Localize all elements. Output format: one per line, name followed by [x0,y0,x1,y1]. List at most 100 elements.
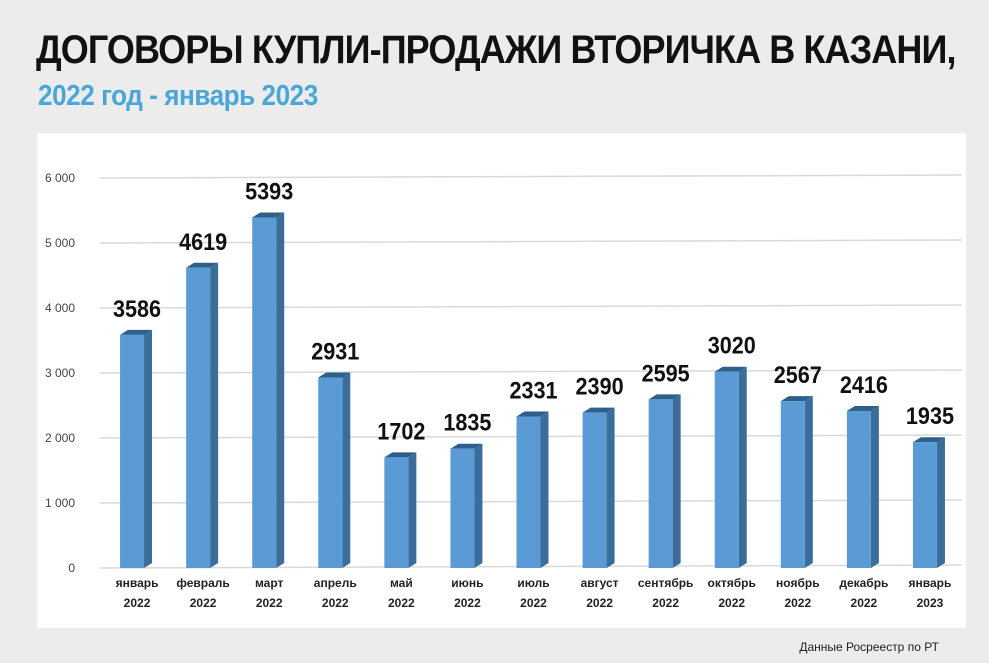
bar-side [804,396,813,568]
y-tick-label: 3 000 [45,366,75,380]
bar-side [474,443,483,568]
bar-top [384,452,417,458]
x-tick-label-month: апрель [314,576,357,590]
bar [912,437,945,568]
bar-front [912,442,937,568]
data-label: 1835 [443,409,491,436]
bar-front [648,399,673,568]
data-label: 2331 [509,376,557,403]
bar-front [714,371,739,568]
data-label: 2390 [576,373,624,400]
data-label: 5393 [245,177,293,204]
x-tick-label-year: 2022 [718,596,745,610]
x-tick-label-year: 2022 [124,596,151,610]
x-tick-label-year: 2022 [190,596,217,610]
bar-top [186,262,219,268]
x-tick-label-month: ноябрь [776,576,820,590]
bar-side [210,262,219,568]
bar [450,443,483,568]
bar-top [252,212,285,218]
bar [186,262,219,568]
x-tick-label-month: февраль [176,576,229,590]
gridline [99,239,963,244]
bar-top [714,366,747,372]
gridline [99,174,963,179]
bar-front [780,401,805,568]
data-label: 1935 [906,402,954,429]
data-label: 2416 [840,371,888,398]
x-tick-label-month: июль [517,576,549,590]
bar-front [120,334,145,568]
x-tick-label-year: 2023 [917,596,944,610]
bar [648,394,681,568]
bar-side [672,394,681,568]
data-label: 2567 [774,361,822,388]
bar-front [450,448,475,568]
x-tick-label-month: декабрь [839,576,888,590]
y-tick-label: 4 000 [45,301,75,315]
bar-side [144,329,153,568]
bar-side [870,405,879,568]
x-tick-label-month: март [255,576,284,590]
bar [714,366,747,568]
data-label: 2931 [311,337,359,364]
bar-front [252,217,277,568]
x-tick-label-month: октябрь [708,576,756,590]
bar-front [186,267,211,568]
data-source-note: Данные Росреестр по РТ [799,640,939,654]
x-tick-label-month: январь [909,576,952,590]
y-tick-label: 5 000 [45,236,75,250]
bar-side [936,437,945,568]
x-tick-label-month: август [581,576,619,590]
bar [780,396,813,568]
x-tick-label-month: январь [116,576,159,590]
bar-front [846,410,871,568]
data-label: 2595 [642,359,690,386]
bar-top [450,443,483,449]
bar-top [582,407,615,413]
bar [120,329,153,568]
bar-front [384,457,409,568]
bar [516,411,549,568]
y-tick-label: 0 [68,561,75,575]
chart-title: ДОГОВОРЫ КУПЛИ-ПРОДАЖИ ВТОРИЧКА В КАЗАНИ… [36,28,956,72]
bar-top [318,372,351,378]
bar [846,405,879,568]
x-tick-label-year: 2022 [851,596,878,610]
chart-subtitle: 2022 год - январь 2023 [38,80,318,112]
bar-side [738,366,747,568]
gridline [99,369,963,374]
bar [384,452,417,568]
bar-side [276,212,285,568]
bar-front [516,416,541,568]
x-tick-label-year: 2022 [784,596,811,610]
x-tick-label-month: июнь [451,576,483,590]
bar-side [408,452,417,568]
data-label: 1702 [377,417,425,444]
bar-side [540,411,549,568]
x-tick-label-year: 2022 [586,596,613,610]
gridline [99,304,963,309]
x-tick-label-month: сентябрь [638,576,694,590]
x-tick-label-year: 2022 [388,596,415,610]
bar-top [648,394,681,400]
x-tick-label-month: май [390,576,413,590]
y-tick-label: 1 000 [45,496,75,510]
x-tick-label-year: 2022 [256,596,283,610]
bar-front [582,412,607,568]
bar-top [912,437,945,443]
bar [582,407,615,568]
data-label: 3020 [708,332,756,359]
x-tick-label-year: 2022 [520,596,547,610]
x-tick-label-year: 2022 [652,596,679,610]
y-tick-label: 2 000 [45,431,75,445]
bar-side [342,372,351,568]
bar [318,372,351,568]
bar-top [516,411,549,417]
bar-side [606,407,615,568]
bar [252,212,285,568]
y-tick-label: 6 000 [45,171,75,185]
chart-panel: 0 1 000 2 000 3 000 4 000 5 000 6 000 3586 январ… [37,133,966,628]
bar-top [846,405,879,411]
data-label: 4619 [179,228,227,255]
